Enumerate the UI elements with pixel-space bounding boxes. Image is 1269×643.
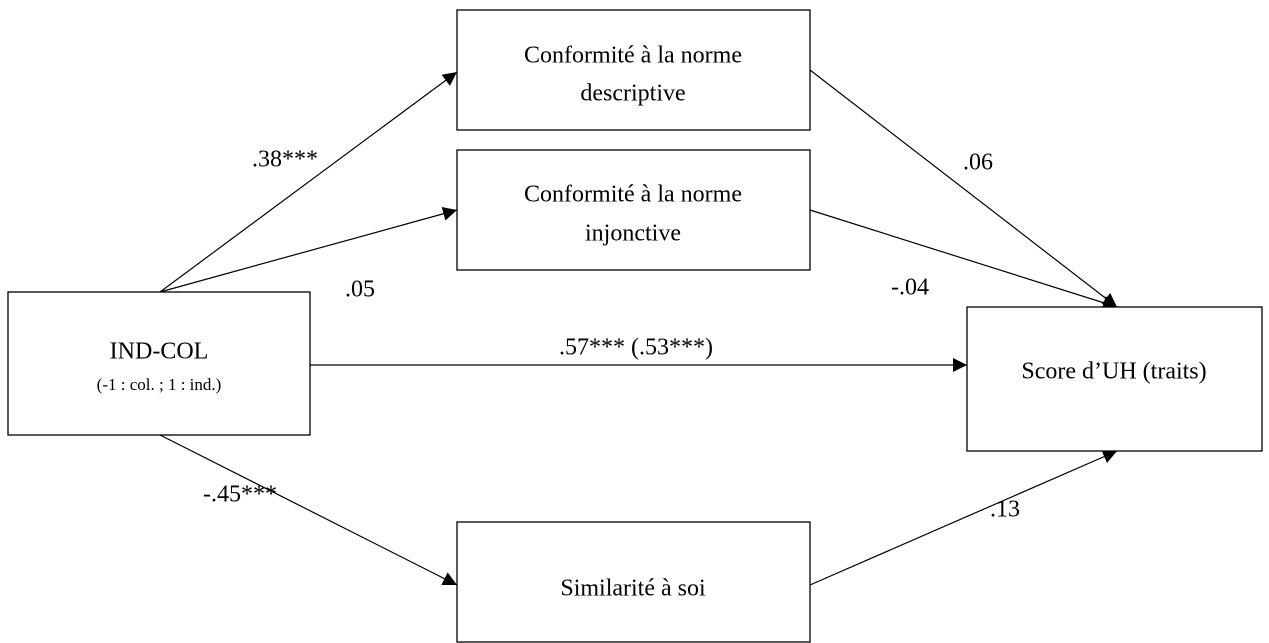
- nodes: IND-COL (-1 : col. ; 1 : ind.) Conformit…: [7, 9, 1263, 643]
- node-box: [7, 291, 311, 436]
- edge-label: .57*** (.53***): [559, 335, 713, 361]
- edge-label: .13: [990, 497, 1020, 523]
- node-label: Conformité à la norme: [524, 43, 742, 69]
- node-label: descriptive: [580, 81, 685, 107]
- edge: [809, 69, 1118, 308]
- node-label: Score d’UH (traits): [1021, 359, 1206, 385]
- node-box: [966, 306, 1263, 452]
- node-box: [456, 521, 811, 643]
- edge: [159, 434, 458, 586]
- edge: [159, 71, 458, 293]
- edge-label: .38***: [252, 147, 318, 173]
- edge: [809, 450, 1118, 586]
- edge: [809, 209, 1118, 310]
- node-box: [456, 9, 811, 131]
- node-box: [456, 149, 811, 271]
- node-subtitle: (-1 : col. ; 1 : ind.): [97, 375, 222, 394]
- edge-label: .06: [963, 150, 993, 176]
- edge-label: -.04: [891, 275, 929, 301]
- node-label: injonctive: [585, 221, 681, 247]
- node-label: IND-COL: [110, 339, 209, 365]
- edges: [159, 69, 1118, 586]
- node-label: Similarité à soi: [560, 576, 706, 602]
- edge-label: -.45***: [203, 482, 277, 508]
- node-label: Conformité à la norme: [524, 182, 742, 208]
- edge-label: .05: [345, 277, 375, 303]
- edge-labels: .38*** .05 .57*** (.53***) -.45*** .06 -…: [203, 147, 1020, 523]
- edge: [159, 206, 458, 293]
